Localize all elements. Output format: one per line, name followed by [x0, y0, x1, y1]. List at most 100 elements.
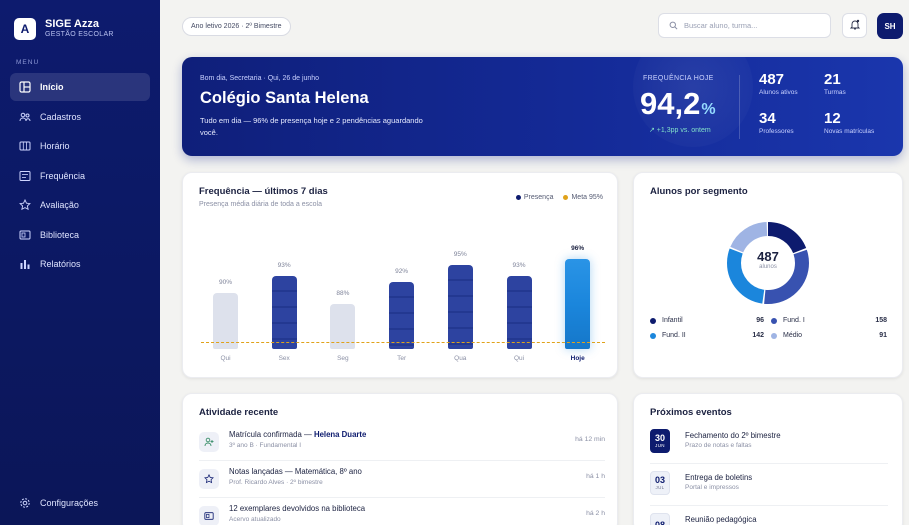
school-name: Colégio Santa Helena	[200, 89, 369, 107]
bar-qui-5[interactable]	[506, 276, 532, 349]
activity-item[interactable]: Matrícula confirmada — Helena Duarte 3º …	[199, 428, 605, 462]
hero-divider	[739, 75, 740, 139]
hero-banner: Bom dia, Secretaria · Qui, 26 de junho C…	[182, 57, 903, 156]
bar-qua-4[interactable]	[447, 265, 473, 349]
notifications-button[interactable]	[842, 13, 867, 38]
segment-name: Fund. I	[783, 317, 805, 324]
event-day: 03	[654, 474, 665, 485]
activity-item[interactable]: 12 exemplares devolvidos na biblioteca A…	[199, 502, 605, 525]
sidebar-item-avaliacao[interactable]: Avaliação	[10, 191, 150, 219]
period-selector[interactable]: Ano letivo 2026 · 2º Bimestre	[182, 17, 291, 36]
event-item[interactable]: 03 JUL Entrega de boletins Portal e impr…	[650, 471, 888, 503]
activity-time: há 1 h	[586, 473, 605, 480]
stat-classes: 21 Turmas	[824, 71, 846, 96]
segment-value: 91	[879, 332, 887, 339]
x-axis-label: Seg	[337, 355, 349, 362]
frequency-delta: ↗ +1,3pp vs. ontem	[649, 127, 711, 134]
activity-highlight[interactable]: Helena Duarte	[313, 430, 367, 439]
sidebar-item-relatorios[interactable]: Relatórios	[10, 250, 150, 278]
legend-item-presenca: Presença	[515, 194, 553, 201]
stat-value: 12	[824, 110, 841, 127]
brand[interactable]: A SIGE Azza GESTÃO ESCOLAR	[14, 18, 114, 40]
event-title: Fechamento do 2º bimestre	[685, 431, 781, 440]
bar-hoje-6[interactable]	[565, 259, 591, 349]
activity-time: há 2 h	[586, 510, 605, 517]
segment-legend-fund2: Fund. II	[650, 332, 686, 339]
activity-sub: 3º ano B · Fundamental I	[229, 442, 302, 449]
upcoming-events-card: Próximos eventos 30 JUN Fechamento do 2º…	[633, 393, 903, 525]
event-day: 08	[654, 519, 665, 525]
stat-label: Alunos ativos	[759, 89, 798, 96]
sidebar-item-label: Frequência	[40, 170, 86, 181]
sidebar-item-frequencia[interactable]: Frequência	[10, 162, 150, 190]
bar-sex-1[interactable]	[271, 276, 297, 349]
stat-value: 21	[824, 71, 841, 88]
search-box[interactable]	[658, 13, 831, 38]
book-icon	[199, 506, 219, 525]
sidebar-item-cadastros[interactable]: Cadastros	[10, 103, 150, 131]
donut-total-label: alunos	[759, 264, 777, 270]
segment-name: Infantil	[662, 317, 683, 324]
bar-seg-2[interactable]	[330, 304, 356, 349]
segment-legend-fund1: Fund. I	[771, 317, 805, 324]
stat-label: Professores	[759, 128, 794, 135]
menu-label: MENU	[16, 59, 40, 66]
search-icon	[669, 17, 678, 35]
recent-activity-card: Atividade recente Matrícula confirmada —…	[182, 393, 618, 525]
brand-name: SIGE Azza	[45, 18, 99, 30]
bar-value-label: 92%	[395, 267, 409, 275]
book-icon	[19, 229, 31, 241]
sidebar-item-label: Avaliação	[40, 200, 79, 210]
event-date-badge: 30 JUN	[650, 429, 670, 453]
legend-dot	[771, 332, 777, 339]
donut-slice-infantil[interactable]	[727, 222, 809, 304]
activity-time: há 12 min	[575, 436, 605, 443]
bar-value-label: 90%	[218, 279, 232, 286]
donut-svg	[727, 222, 809, 304]
frequency-number: 94,2	[640, 86, 701, 121]
event-item[interactable]: 30 JUN Fechamento do 2º bimestre Prazo d…	[650, 429, 888, 461]
sidebar-item-horario[interactable]: Horário	[10, 132, 150, 160]
donut-slice-fund-ii[interactable]	[727, 222, 809, 304]
donut-center: 487 alunos	[726, 249, 810, 270]
frequency-card-subtitle: Presença média diária de toda a escola	[199, 201, 322, 208]
sidebar-item-label: Biblioteca	[40, 229, 80, 240]
legend-dot	[563, 194, 569, 200]
sidebar-nav: Início Cadastros Horário Frequência Aval…	[10, 73, 150, 280]
event-item[interactable]: 08 Reunião pedagógica	[650, 513, 888, 525]
x-axis-label: Qua	[454, 355, 467, 362]
divider	[199, 460, 605, 461]
bar-value-label: 95%	[453, 251, 467, 258]
x-axis-label: Qui	[220, 355, 231, 362]
x-axis-label: Qui	[513, 355, 525, 362]
activity-text: Notas lançadas — Matemática, 8º ano	[229, 467, 362, 476]
sidebar-item-label: Horário	[40, 141, 70, 151]
frequency-card-title: Frequência — últimos 7 dias	[199, 186, 328, 197]
gear-icon	[19, 497, 31, 509]
donut-slice-fund-i[interactable]	[727, 222, 809, 304]
divider	[199, 497, 605, 498]
segment-value: 142	[752, 332, 764, 339]
search-input[interactable]	[684, 21, 824, 30]
events-card-title: Próximos eventos	[650, 407, 732, 418]
activity-sub: Prof. Ricardo Alves · 2º bimestre	[229, 479, 323, 486]
bar-chart: 90% Qui 93% Sex 88% Seg 92% Ter 95% Qua 93% Qui 96% H…	[183, 173, 619, 379]
sidebar-item-inicio[interactable]: Início	[10, 73, 150, 101]
x-axis-label: Hoje	[570, 355, 585, 362]
bar-ter-3[interactable]	[389, 281, 415, 349]
hero-greeting: Bom dia, Secretaria · Qui, 26 de junho	[200, 75, 320, 82]
avatar[interactable]: SH	[877, 13, 903, 39]
bar-chart-icon	[19, 258, 31, 270]
sidebar-item-label: Início	[40, 82, 64, 92]
sidebar: A SIGE Azza GESTÃO ESCOLAR MENU Início C…	[0, 0, 160, 525]
settings-link[interactable]: Configurações	[19, 497, 98, 509]
activity-item[interactable]: Notas lançadas — Matemática, 8º ano Prof…	[199, 465, 605, 499]
legend-item-meta: Meta 95%	[563, 194, 603, 201]
segments-card-title: Alunos por segmento	[650, 186, 748, 197]
star-icon	[199, 469, 219, 489]
sidebar-item-biblioteca[interactable]: Biblioteca	[10, 221, 150, 249]
frequency-unit: %	[701, 101, 716, 118]
bar-value-label: 96%	[571, 245, 585, 253]
bar-qui-0[interactable]	[213, 293, 238, 349]
activity-card-title: Atividade recente	[199, 407, 279, 418]
